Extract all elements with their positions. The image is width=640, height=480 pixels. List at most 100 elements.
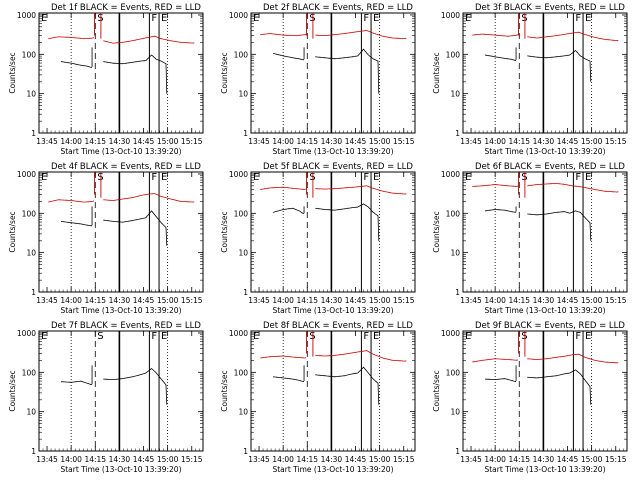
y-tick-label: 100 bbox=[446, 50, 461, 59]
y-tick-label: 100 bbox=[234, 209, 249, 218]
x-tick-label: 13:45 bbox=[248, 137, 270, 146]
flag-label: E bbox=[373, 172, 379, 183]
panel-title: Det 6f BLACK = Events, RED = LLD bbox=[475, 162, 625, 172]
flag-label: F bbox=[151, 331, 157, 342]
x-tick-label: 13:45 bbox=[248, 455, 270, 464]
events-line bbox=[527, 49, 592, 82]
x-axis-label: Start Time (13-Oct-10 13:39:20) bbox=[60, 147, 181, 156]
y-tick-label: 1 bbox=[455, 447, 460, 456]
x-tick-label: 14:45 bbox=[345, 455, 367, 464]
plot-frame bbox=[38, 171, 204, 293]
y-tick-label: 10 bbox=[238, 249, 248, 258]
x-tick-label: 14:00 bbox=[272, 296, 294, 305]
plot-frame bbox=[38, 330, 204, 452]
lld-line bbox=[527, 353, 619, 364]
y-axis-label: Counts/sec bbox=[8, 370, 17, 411]
x-tick-label: 14:45 bbox=[133, 455, 155, 464]
x-tick-label: 14:45 bbox=[133, 296, 155, 305]
flag-label: F bbox=[151, 13, 157, 24]
x-tick-label: 15:00 bbox=[581, 455, 603, 464]
y-tick-label: 1 bbox=[31, 129, 36, 138]
flag-label: E bbox=[585, 172, 591, 183]
x-tick-label: 15:15 bbox=[181, 137, 203, 146]
y-tick-label: 1000 bbox=[441, 170, 460, 179]
y-tick-label: 100 bbox=[234, 50, 249, 59]
flag-label: E bbox=[161, 331, 167, 342]
lld-line bbox=[527, 183, 619, 193]
y-tick-label: 100 bbox=[446, 209, 461, 218]
y-tick-label: 1 bbox=[455, 129, 460, 138]
y-tick-label: 1 bbox=[31, 447, 36, 456]
x-tick-label: 15:15 bbox=[605, 455, 627, 464]
x-tick-label: 15:00 bbox=[369, 455, 391, 464]
flag-label: F bbox=[363, 172, 369, 183]
x-tick-label: 14:00 bbox=[484, 296, 506, 305]
events-line bbox=[485, 378, 517, 383]
y-axis-label: Counts/sec bbox=[220, 52, 229, 93]
plot-frame bbox=[462, 330, 628, 452]
x-tick-label: 13:45 bbox=[36, 296, 58, 305]
y-tick-label: 10 bbox=[26, 90, 36, 99]
events-line bbox=[272, 207, 305, 215]
events-line bbox=[60, 380, 93, 386]
x-axis-label: Start Time (13-Oct-10 13:39:20) bbox=[60, 306, 181, 315]
plot-frame bbox=[250, 330, 416, 452]
lld-line bbox=[260, 33, 307, 37]
y-tick-label: 1 bbox=[243, 288, 248, 297]
events-line bbox=[272, 53, 305, 61]
lld-line bbox=[472, 33, 519, 37]
flag-label: F bbox=[363, 13, 369, 24]
x-axis-label: Start Time (13-Oct-10 13:39:20) bbox=[60, 465, 181, 474]
y-axis-label: Counts/sec bbox=[220, 370, 229, 411]
panel-title: Det 1f BLACK = Events, RED = LLD bbox=[51, 3, 201, 13]
x-axis-label: Start Time (13-Oct-10 13:39:20) bbox=[484, 306, 605, 315]
flag-label: E bbox=[253, 331, 259, 342]
y-tick-label: 100 bbox=[22, 209, 37, 218]
y-tick-label: 1000 bbox=[441, 11, 460, 20]
flag-label: E bbox=[41, 331, 47, 342]
x-tick-label: 15:00 bbox=[157, 455, 179, 464]
panel-title: Det 2f BLACK = Events, RED = LLD bbox=[263, 3, 413, 13]
flag-label: E bbox=[253, 13, 259, 24]
x-tick-label: 14:15 bbox=[508, 137, 530, 146]
flag-label: E bbox=[41, 13, 47, 24]
y-tick-label: 100 bbox=[22, 368, 37, 377]
x-tick-label: 15:15 bbox=[605, 137, 627, 146]
flag-label: E bbox=[373, 331, 379, 342]
x-tick-label: 14:00 bbox=[484, 455, 506, 464]
flag-label: E bbox=[585, 13, 591, 24]
panel-9: Det 9f BLACK = Events, RED = LLD 1 10 100 10… bbox=[432, 321, 628, 474]
x-tick-label: 14:30 bbox=[321, 296, 343, 305]
x-tick-label: 15:15 bbox=[393, 455, 415, 464]
flag-label: E bbox=[465, 331, 471, 342]
x-tick-label: 15:00 bbox=[157, 137, 179, 146]
events-line bbox=[315, 203, 380, 241]
x-tick-label: 13:45 bbox=[36, 455, 58, 464]
y-tick-label: 10 bbox=[238, 408, 248, 417]
x-tick-label: 14:45 bbox=[557, 296, 579, 305]
y-tick-label: 10 bbox=[450, 249, 460, 258]
panel-4: Det 4f BLACK = Events, RED = LLD 1 10 100 10… bbox=[8, 162, 204, 315]
events-line bbox=[484, 54, 517, 61]
events-line bbox=[315, 48, 380, 94]
y-axis-label: Counts/sec bbox=[8, 211, 17, 252]
flag-label: E bbox=[373, 13, 379, 24]
events-line bbox=[315, 366, 380, 405]
x-tick-label: 14:30 bbox=[321, 455, 343, 464]
x-tick-label: 13:45 bbox=[460, 455, 482, 464]
x-tick-label: 14:30 bbox=[109, 296, 131, 305]
x-tick-label: 14:00 bbox=[60, 296, 82, 305]
x-axis-label: Start Time (13-Oct-10 13:39:20) bbox=[484, 465, 605, 474]
y-tick-label: 10 bbox=[26, 249, 36, 258]
y-tick-label: 1 bbox=[455, 288, 460, 297]
events-line bbox=[60, 61, 93, 68]
x-tick-label: 14:00 bbox=[484, 137, 506, 146]
x-axis-label: Start Time (13-Oct-10 13:39:20) bbox=[484, 147, 605, 156]
x-tick-label: 15:15 bbox=[393, 296, 415, 305]
x-tick-label: 14:45 bbox=[133, 137, 155, 146]
y-tick-label: 1000 bbox=[441, 329, 460, 338]
x-tick-label: 14:30 bbox=[109, 455, 131, 464]
x-tick-label: 15:00 bbox=[369, 296, 391, 305]
flag-label: F bbox=[151, 172, 157, 183]
